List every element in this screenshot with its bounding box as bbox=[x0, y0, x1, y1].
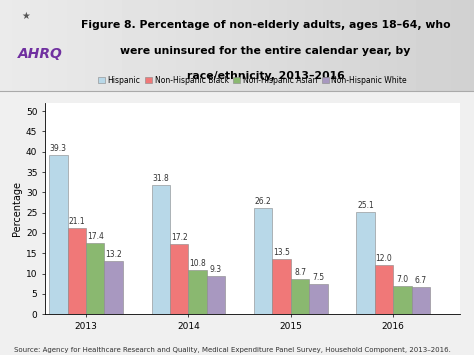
Bar bbox=[104, 261, 123, 314]
Bar bbox=[375, 266, 393, 314]
Text: 10.8: 10.8 bbox=[189, 259, 206, 268]
Bar bbox=[170, 244, 188, 314]
Bar bbox=[411, 287, 430, 314]
Text: 26.2: 26.2 bbox=[255, 197, 272, 206]
Text: 12.0: 12.0 bbox=[375, 255, 392, 263]
Text: AHRQ: AHRQ bbox=[18, 47, 63, 61]
Bar bbox=[393, 286, 411, 314]
Text: ★: ★ bbox=[22, 11, 30, 21]
Text: 6.7: 6.7 bbox=[415, 276, 427, 285]
Text: 7.0: 7.0 bbox=[396, 275, 409, 284]
Bar bbox=[49, 154, 68, 314]
Text: 25.1: 25.1 bbox=[357, 201, 374, 210]
Bar bbox=[356, 212, 375, 314]
Text: 17.4: 17.4 bbox=[87, 233, 104, 241]
Bar bbox=[152, 185, 170, 314]
Bar bbox=[254, 208, 273, 314]
Bar bbox=[68, 229, 86, 314]
Text: 8.7: 8.7 bbox=[294, 268, 306, 277]
Text: Figure 8. Percentage of non-elderly adults, ages 18–64, who: Figure 8. Percentage of non-elderly adul… bbox=[81, 20, 450, 30]
Text: 39.3: 39.3 bbox=[50, 143, 67, 153]
Text: 17.2: 17.2 bbox=[171, 233, 188, 242]
Text: Source: Agency for Healthcare Research and Quality, Medical Expenditure Panel Su: Source: Agency for Healthcare Research a… bbox=[14, 347, 451, 353]
Bar bbox=[188, 270, 207, 314]
Bar bbox=[86, 244, 104, 314]
Text: race/ethnicity, 2013–2016: race/ethnicity, 2013–2016 bbox=[187, 71, 344, 81]
Text: were uninsured for the entire calendar year, by: were uninsured for the entire calendar y… bbox=[120, 46, 410, 56]
Text: 21.1: 21.1 bbox=[68, 217, 85, 226]
Text: 31.8: 31.8 bbox=[152, 174, 169, 183]
Bar bbox=[309, 284, 328, 314]
Bar bbox=[207, 277, 225, 314]
Text: 13.5: 13.5 bbox=[273, 248, 290, 257]
Text: 7.5: 7.5 bbox=[312, 273, 325, 282]
Bar bbox=[291, 279, 309, 314]
Legend: Hispanic, Non-Hispanic Black, Non-Hispanic Asian, Non-Hispanic White: Hispanic, Non-Hispanic Black, Non-Hispan… bbox=[95, 73, 410, 88]
Text: 9.3: 9.3 bbox=[210, 266, 222, 274]
Bar bbox=[273, 260, 291, 314]
Text: 13.2: 13.2 bbox=[105, 250, 122, 258]
Y-axis label: Percentage: Percentage bbox=[12, 181, 22, 236]
